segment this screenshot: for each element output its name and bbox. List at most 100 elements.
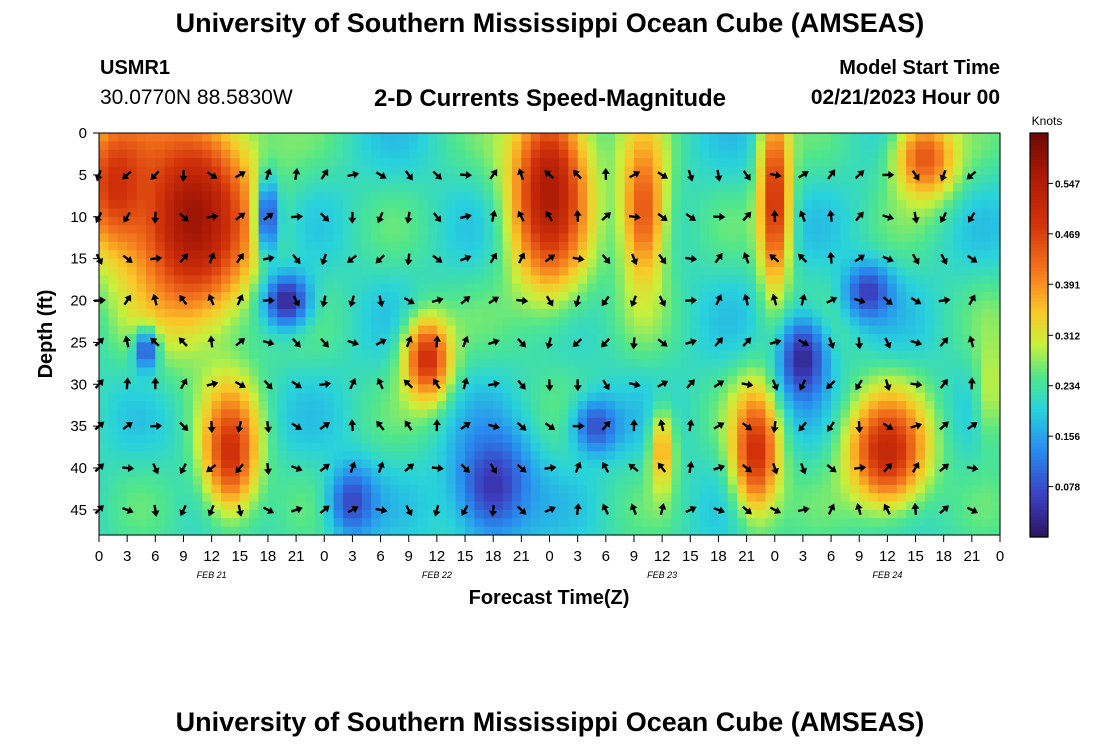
- heatmap-cell: [821, 334, 832, 343]
- heatmap-cell: [511, 401, 522, 410]
- heatmap-cell: [568, 392, 579, 402]
- heatmap-cell: [408, 493, 419, 503]
- heatmap-cell: [849, 283, 860, 293]
- heatmap-cell: [155, 518, 166, 528]
- current-arrow: [264, 168, 273, 181]
- current-arrow: [264, 462, 272, 475]
- heatmap-cell: [924, 359, 935, 369]
- heatmap-cell: [699, 417, 710, 427]
- heatmap-cell: [737, 509, 748, 519]
- y-tick-label: 0: [79, 125, 87, 142]
- heatmap-cell: [558, 225, 569, 235]
- heatmap-cell: [183, 241, 194, 251]
- heatmap-cell: [164, 501, 175, 511]
- heatmap-cell: [671, 200, 682, 209]
- current-arrow: [461, 504, 469, 517]
- heatmap-cell: [971, 476, 982, 486]
- heatmap-cell: [671, 258, 682, 268]
- heatmap-cell: [821, 501, 832, 511]
- heatmap-cell: [380, 200, 391, 209]
- y-tick-label: 45: [70, 502, 87, 519]
- heatmap-cell: [324, 392, 335, 402]
- heatmap-cell: [662, 442, 673, 452]
- heatmap-cell: [399, 484, 410, 494]
- heatmap-cell: [483, 409, 494, 419]
- heatmap-cell: [568, 174, 579, 184]
- heatmap-cell: [971, 308, 982, 318]
- heatmap-cell: [615, 459, 626, 469]
- heatmap-cell: [718, 225, 729, 235]
- heatmap-cell: [483, 334, 494, 343]
- heatmap-cell: [399, 250, 410, 260]
- current-arrow: [657, 171, 668, 179]
- heatmap-cell: [455, 183, 466, 193]
- heatmap-cell: [962, 325, 973, 335]
- heatmap-cell: [380, 468, 391, 477]
- heatmap-cell: [624, 149, 635, 159]
- heatmap-cell: [746, 200, 757, 209]
- heatmap-cell: [427, 375, 438, 385]
- heatmap-cell: [906, 133, 917, 142]
- heatmap-cell: [652, 501, 663, 511]
- heatmap-cell: [174, 375, 185, 385]
- heatmap-cell: [971, 451, 982, 461]
- heatmap-cell: [211, 267, 222, 276]
- heatmap-cell: [483, 317, 494, 327]
- heatmap-cell: [558, 267, 569, 276]
- heatmap-cell: [530, 417, 541, 427]
- heatmap-cell: [211, 417, 222, 427]
- heatmap-cell: [906, 325, 917, 335]
- current-arrow: [121, 170, 132, 180]
- heatmap-cell: [624, 141, 635, 151]
- heatmap-cell: [577, 292, 588, 302]
- current-arrow: [713, 506, 726, 515]
- heatmap-cell: [183, 267, 194, 276]
- heatmap-cell: [849, 409, 860, 419]
- heatmap-cell: [784, 501, 795, 511]
- heatmap-cell: [183, 392, 194, 402]
- heatmap-cell: [183, 417, 194, 427]
- heatmap-cell: [840, 342, 851, 352]
- heatmap-cell: [802, 409, 813, 419]
- heatmap-cell: [887, 375, 898, 385]
- heatmap-cell: [755, 208, 766, 218]
- heatmap-cell: [117, 451, 128, 461]
- heatmap-cell: [230, 509, 241, 519]
- heatmap-cell: [286, 526, 297, 536]
- heatmap-cell: [812, 392, 823, 402]
- heatmap-cell: [202, 476, 213, 486]
- current-arrow: [742, 170, 751, 181]
- heatmap-cell: [652, 183, 663, 193]
- heatmap-cell: [568, 526, 579, 536]
- heatmap-cell: [202, 509, 213, 519]
- heatmap-cell: [324, 241, 335, 251]
- heatmap-cell: [906, 392, 917, 402]
- heatmap-cell: [136, 375, 147, 385]
- current-arrow: [489, 169, 498, 180]
- heatmap-cell: [633, 141, 644, 151]
- heatmap-cell: [924, 241, 935, 251]
- heatmap-cell: [117, 233, 128, 243]
- heatmap-cell: [671, 308, 682, 318]
- heatmap-cell: [615, 250, 626, 260]
- heatmap-cell: [915, 216, 926, 226]
- heatmap-cell: [399, 451, 410, 461]
- heatmap-cell: [399, 133, 410, 142]
- heatmap-cell: [943, 442, 954, 452]
- heatmap-cell: [971, 225, 982, 235]
- heatmap-cell: [802, 501, 813, 511]
- heatmap-cell: [267, 526, 278, 536]
- heatmap-cell: [662, 275, 673, 285]
- heatmap-cell: [971, 133, 982, 142]
- heatmap-cell: [455, 317, 466, 327]
- heatmap-cell: [511, 166, 522, 176]
- current-arrow: [404, 420, 413, 431]
- heatmap-cell: [174, 225, 185, 235]
- heatmap-cell: [183, 367, 194, 377]
- heatmap-cell: [164, 149, 175, 159]
- heatmap-cell: [849, 451, 860, 461]
- heatmap-cell: [690, 317, 701, 327]
- heatmap-cell: [981, 166, 992, 176]
- current-arrow: [797, 253, 808, 263]
- heatmap-cell: [136, 350, 147, 360]
